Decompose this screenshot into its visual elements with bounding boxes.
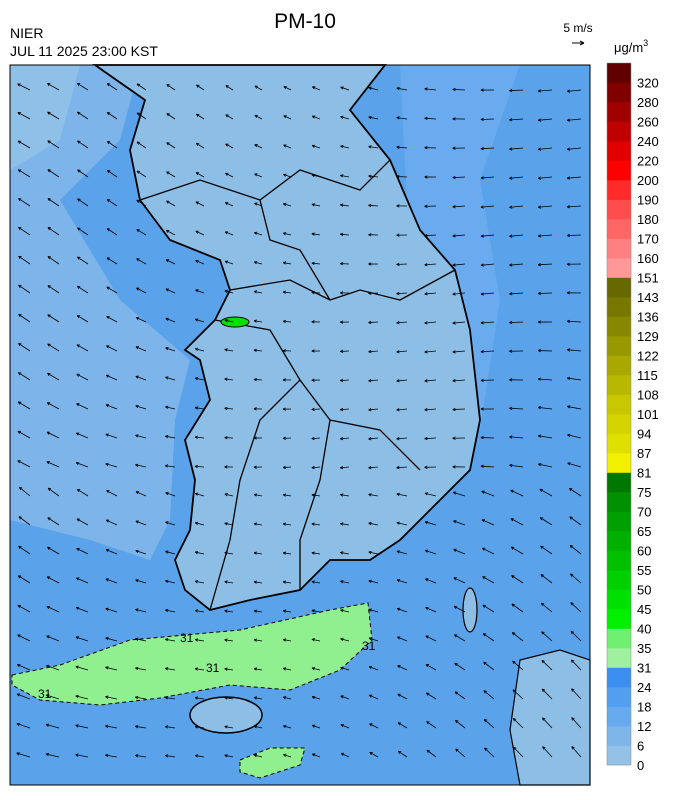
legend-label: 65 xyxy=(637,524,651,539)
legend-swatch xyxy=(607,746,631,766)
legend-swatch xyxy=(607,102,631,122)
legend-label: 136 xyxy=(637,310,659,325)
pm-spot xyxy=(221,317,249,327)
legend-swatch xyxy=(607,297,631,317)
legend-label: 101 xyxy=(637,407,659,422)
legend-swatch xyxy=(607,161,631,181)
legend-label: 24 xyxy=(637,680,651,695)
legend-swatch xyxy=(607,336,631,356)
legend-label: 45 xyxy=(637,602,651,617)
legend-label: 0 xyxy=(637,758,644,773)
legend-label: 94 xyxy=(637,427,651,442)
legend-swatch xyxy=(607,629,631,649)
legend-label: 75 xyxy=(637,485,651,500)
legend-swatch xyxy=(607,570,631,590)
legend-label: 260 xyxy=(637,115,659,130)
legend-swatch xyxy=(607,219,631,239)
legend-swatch xyxy=(607,83,631,103)
legend-swatch xyxy=(607,668,631,688)
legend-label: 60 xyxy=(637,544,651,559)
legend-swatch xyxy=(607,317,631,337)
legend-swatch xyxy=(607,707,631,727)
contour-label: 31 xyxy=(180,631,194,645)
contour-label: 31 xyxy=(206,661,220,675)
legend-label: 160 xyxy=(637,251,659,266)
legend-swatch xyxy=(607,512,631,532)
legend-swatch xyxy=(607,63,631,83)
legend-label: 200 xyxy=(637,173,659,188)
legend-label: 35 xyxy=(637,641,651,656)
legend-swatch xyxy=(607,590,631,610)
island xyxy=(463,588,477,632)
legend-swatch xyxy=(607,278,631,298)
legend-label: 143 xyxy=(637,290,659,305)
legend-label: 55 xyxy=(637,563,651,578)
legend-swatch xyxy=(607,395,631,415)
legend-swatch xyxy=(607,122,631,142)
legend-label: 87 xyxy=(637,446,651,461)
legend-swatch xyxy=(607,200,631,220)
legend-unit: μg/m3 xyxy=(614,38,648,55)
legend-swatch xyxy=(607,473,631,493)
unit: μg/m xyxy=(614,40,643,55)
legend-swatch xyxy=(607,180,631,200)
legend-label: 320 xyxy=(637,76,659,91)
legend-label: 129 xyxy=(637,329,659,344)
legend-label: 12 xyxy=(637,719,651,734)
legend-swatch xyxy=(607,375,631,395)
legend-label: 18 xyxy=(637,700,651,715)
title: PM-10 xyxy=(274,10,336,33)
legend-swatch xyxy=(607,726,631,746)
legend-swatch xyxy=(607,434,631,454)
legend-swatch xyxy=(607,453,631,473)
japan-coast xyxy=(510,650,590,785)
legend-label: 81 xyxy=(637,466,651,481)
legend-label: 170 xyxy=(637,232,659,247)
legend-swatch xyxy=(607,551,631,571)
legend-label: 280 xyxy=(637,95,659,110)
legend-label: 70 xyxy=(637,505,651,520)
legend-label: 122 xyxy=(637,349,659,364)
legend-label: 151 xyxy=(637,271,659,286)
datetime: JUL 11 2025 23:00 KST xyxy=(10,43,158,59)
legend-label: 50 xyxy=(637,583,651,598)
legend-swatch xyxy=(607,141,631,161)
legend-swatch xyxy=(607,239,631,259)
wind-scale: 5 m/s xyxy=(563,21,592,35)
legend-label: 108 xyxy=(637,388,659,403)
legend-swatch xyxy=(607,531,631,551)
legend-label: 190 xyxy=(637,193,659,208)
legend-label: 115 xyxy=(637,368,658,383)
legend-swatch xyxy=(607,687,631,707)
legend-label: 240 xyxy=(637,134,659,149)
unit-exponent: 3 xyxy=(643,38,648,48)
legend-swatch xyxy=(607,414,631,434)
legend-swatch xyxy=(607,648,631,668)
legend: 0 6 12 18 24 31 35 40 45 50 55 60 65 70 75 81 87 94 101 108… xyxy=(607,63,659,773)
legend-swatch xyxy=(607,356,631,376)
legend-label: 40 xyxy=(637,622,651,637)
legend-label: 220 xyxy=(637,154,659,169)
contour-label: 31 xyxy=(362,639,376,653)
legend-label: 180 xyxy=(637,212,659,227)
legend-swatch xyxy=(607,609,631,629)
legend-swatch xyxy=(607,492,631,512)
legend-label: 31 xyxy=(637,661,651,676)
legend-swatch xyxy=(607,258,631,278)
contour-label: 31 xyxy=(38,687,52,701)
legend-label: 6 xyxy=(637,739,644,754)
source: NIER xyxy=(10,25,43,41)
map: 31 31 31 31 xyxy=(10,65,590,785)
